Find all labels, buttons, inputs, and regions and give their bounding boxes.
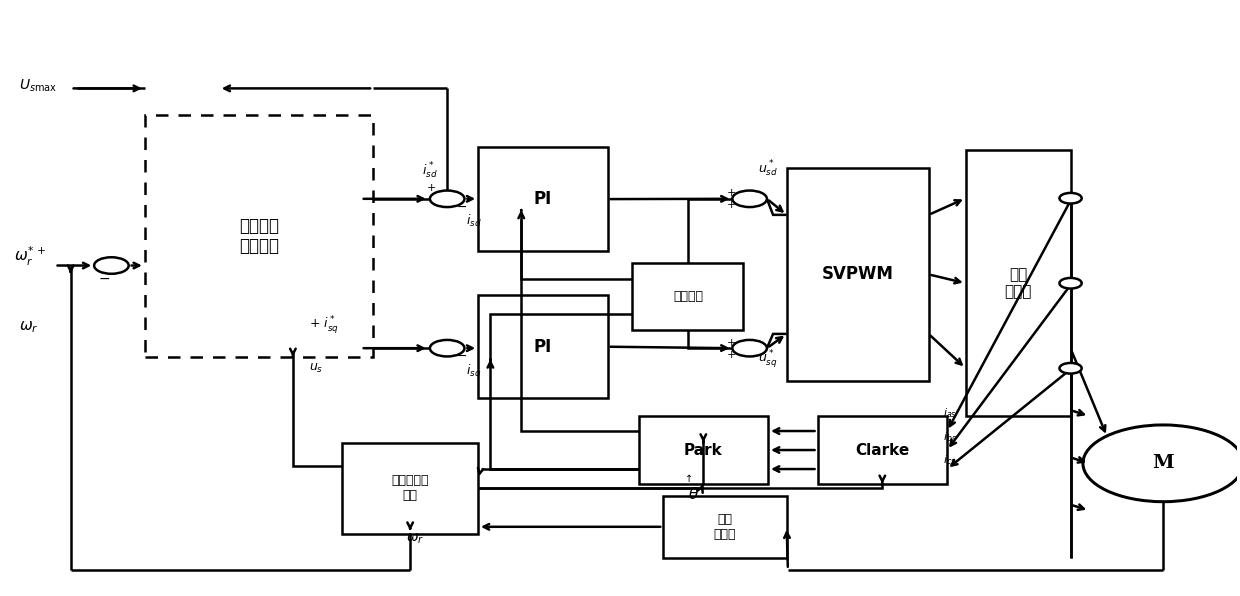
Bar (786, 168, 929, 381)
Text: PI: PI (533, 338, 552, 356)
Circle shape (1059, 193, 1081, 203)
Bar (817, 416, 947, 484)
Circle shape (430, 191, 465, 207)
Bar (342, 443, 479, 534)
Circle shape (733, 191, 766, 207)
Text: M: M (1152, 454, 1174, 472)
Text: $U_{s\rm{max}}$: $U_{s\rm{max}}$ (19, 77, 57, 94)
Text: $+$: $+$ (727, 337, 737, 348)
Text: $+$: $+$ (727, 349, 737, 359)
Bar (639, 416, 768, 484)
Circle shape (1059, 278, 1081, 288)
Bar (663, 496, 786, 558)
Text: 电压解耦: 电压解耦 (673, 290, 703, 303)
Text: $u_{sd}^*$: $u_{sd}^*$ (758, 159, 779, 179)
Text: $i_{cs}$: $i_{cs}$ (944, 454, 957, 467)
Bar (632, 263, 744, 330)
Text: $+$: $+$ (727, 187, 737, 198)
Text: 电流配比
输出模型: 电流配比 输出模型 (239, 216, 279, 256)
Circle shape (430, 340, 465, 356)
Bar (966, 150, 1070, 416)
Bar (145, 115, 373, 357)
Text: 光电
编码器: 光电 编码器 (714, 513, 737, 541)
Text: $-$: $-$ (456, 349, 467, 362)
Bar (479, 147, 608, 251)
Text: $-$: $-$ (98, 271, 110, 285)
Text: 磁场定向角
计算: 磁场定向角 计算 (392, 474, 429, 502)
Text: $i_{sd}^*$: $i_{sd}^*$ (423, 161, 438, 181)
Text: $\theta$: $\theta$ (688, 486, 699, 502)
Text: PI: PI (533, 190, 552, 208)
Text: $i_{sq}$: $i_{sq}$ (466, 363, 481, 381)
Text: $\omega_r^{*\,+}$: $\omega_r^{*\,+}$ (14, 245, 46, 268)
Text: $i_{sd}$: $i_{sd}$ (466, 213, 481, 229)
Circle shape (733, 340, 766, 356)
Circle shape (94, 257, 129, 274)
Text: Clarke: Clarke (856, 443, 909, 458)
Circle shape (1059, 363, 1081, 374)
Text: 三相
逆变器: 三相 逆变器 (1004, 267, 1032, 299)
Text: $+$: $+$ (427, 182, 436, 193)
Text: Park: Park (684, 443, 723, 458)
Text: $u_s$: $u_s$ (309, 362, 324, 375)
Text: SVPWM: SVPWM (822, 265, 894, 283)
Bar (479, 295, 608, 398)
Circle shape (1083, 425, 1240, 502)
Text: $-$: $-$ (456, 200, 467, 213)
Text: $u_{sq}^*$: $u_{sq}^*$ (758, 349, 777, 370)
Text: $\omega_r$: $\omega_r$ (19, 319, 38, 336)
Text: $\uparrow$: $\uparrow$ (683, 472, 693, 484)
Text: $i_{bs}$: $i_{bs}$ (944, 430, 957, 443)
Text: $+\ i_{sq}^*$: $+\ i_{sq}^*$ (309, 313, 339, 336)
Text: $\omega_r$: $\omega_r$ (407, 532, 424, 546)
Text: $i_{as}$: $i_{as}$ (944, 406, 957, 420)
Text: $+$: $+$ (727, 199, 737, 210)
